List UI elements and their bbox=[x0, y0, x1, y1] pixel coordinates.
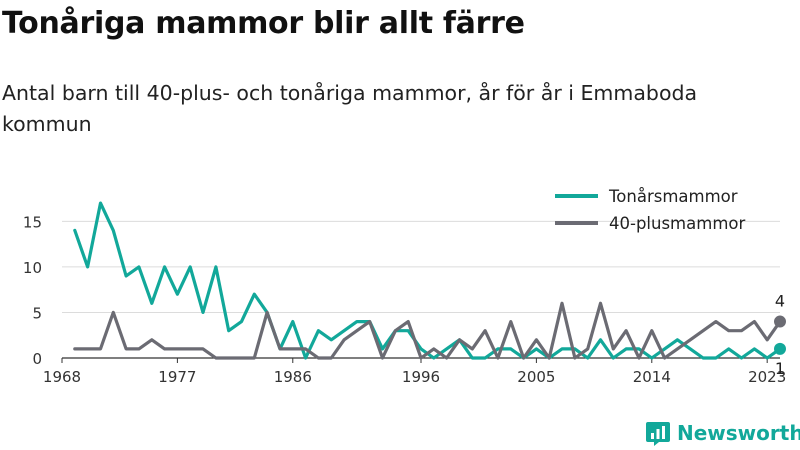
series-end-point bbox=[774, 342, 786, 355]
brand-name: Newsworthy bbox=[677, 421, 800, 445]
series-end-point bbox=[774, 315, 786, 328]
y-tick-label: 10 bbox=[23, 259, 42, 277]
brand-logo: Newsworthy bbox=[645, 420, 800, 446]
y-tick-label: 0 bbox=[32, 350, 42, 368]
series-end-label: 1 bbox=[775, 359, 785, 378]
newsworthy-logo-icon bbox=[646, 422, 670, 446]
x-tick-label: 1968 bbox=[43, 368, 81, 386]
x-tick-label: 1986 bbox=[274, 368, 312, 386]
x-tick-label: 1996 bbox=[402, 368, 440, 386]
legend-label: Tonårsmammor bbox=[608, 187, 738, 206]
y-tick-label: 5 bbox=[32, 304, 42, 322]
x-tick-label: 2014 bbox=[633, 368, 671, 386]
x-tick-label: 2005 bbox=[517, 368, 555, 386]
series-line bbox=[73, 301, 782, 360]
legend-label: 40-plusmammor bbox=[609, 214, 745, 233]
chart-title: Tonåriga mammor blir allt färre bbox=[2, 6, 525, 41]
x-tick-label: 1977 bbox=[158, 368, 196, 386]
x-tick-label: 2023 bbox=[748, 368, 786, 386]
series-end-label: 4 bbox=[775, 292, 785, 311]
y-tick-label: 15 bbox=[23, 213, 42, 231]
chart-subtitle: Antal barn till 40-plus- och tonåriga ma… bbox=[2, 81, 698, 136]
